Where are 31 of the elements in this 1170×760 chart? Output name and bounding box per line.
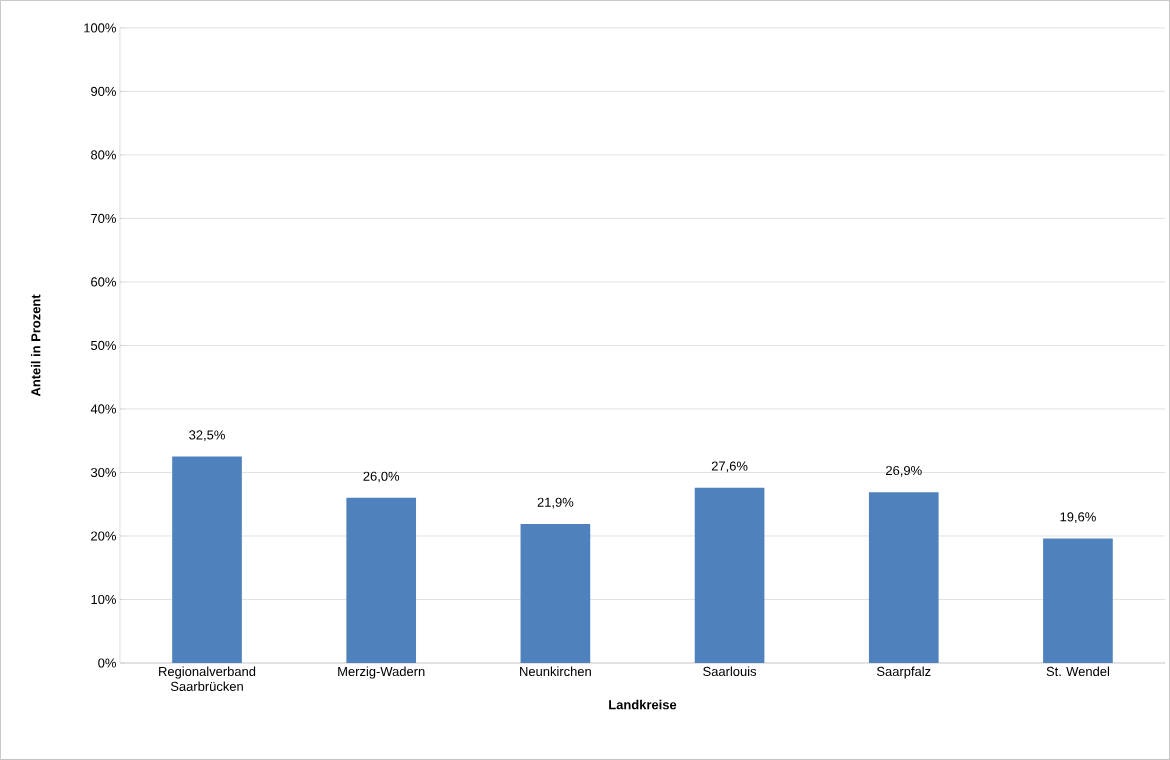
bar <box>1043 538 1113 664</box>
y-tick-label: 80% <box>91 150 116 160</box>
y-tick-label: 90% <box>91 86 116 97</box>
data-label: 21,9% <box>537 497 574 509</box>
y-tick-label: 50% <box>90 340 116 351</box>
y-tick-label: 40% <box>90 404 116 414</box>
y-tick-label: 70% <box>91 213 116 224</box>
bar <box>172 456 242 664</box>
data-label: 26,9% <box>886 465 922 477</box>
bar <box>346 497 417 664</box>
data-label: 26,0% <box>363 471 400 483</box>
x-tick-label: Saarpfalz <box>876 666 931 679</box>
data-label: 19,6% <box>1060 512 1096 524</box>
x-tick-label: Saarlouis <box>703 666 757 677</box>
y-tick-label: 10% <box>91 594 116 605</box>
data-label: 32,5% <box>189 430 225 442</box>
y-tick-label: 20% <box>91 531 116 541</box>
y-tick-label: 60% <box>91 277 116 287</box>
y-tick-label: 100% <box>84 23 116 33</box>
x-tick-label: Regionalverband Saarbrücken <box>159 666 256 692</box>
bar <box>694 487 765 664</box>
x-tick-label: Neunkirchen <box>520 666 591 677</box>
x-tick-label: St. Wendel <box>1046 666 1109 677</box>
y-tick-label: 30% <box>90 467 116 478</box>
bar <box>520 523 591 664</box>
bar <box>868 492 939 664</box>
x-axis-title: Landkreise <box>609 699 677 710</box>
y-tick-label: 0% <box>98 658 116 668</box>
x-tick-label: Merzig-Wadern <box>338 666 425 679</box>
data-label: 27,6% <box>711 461 748 473</box>
y-axis-title: Anteil in Prozent <box>30 294 41 397</box>
